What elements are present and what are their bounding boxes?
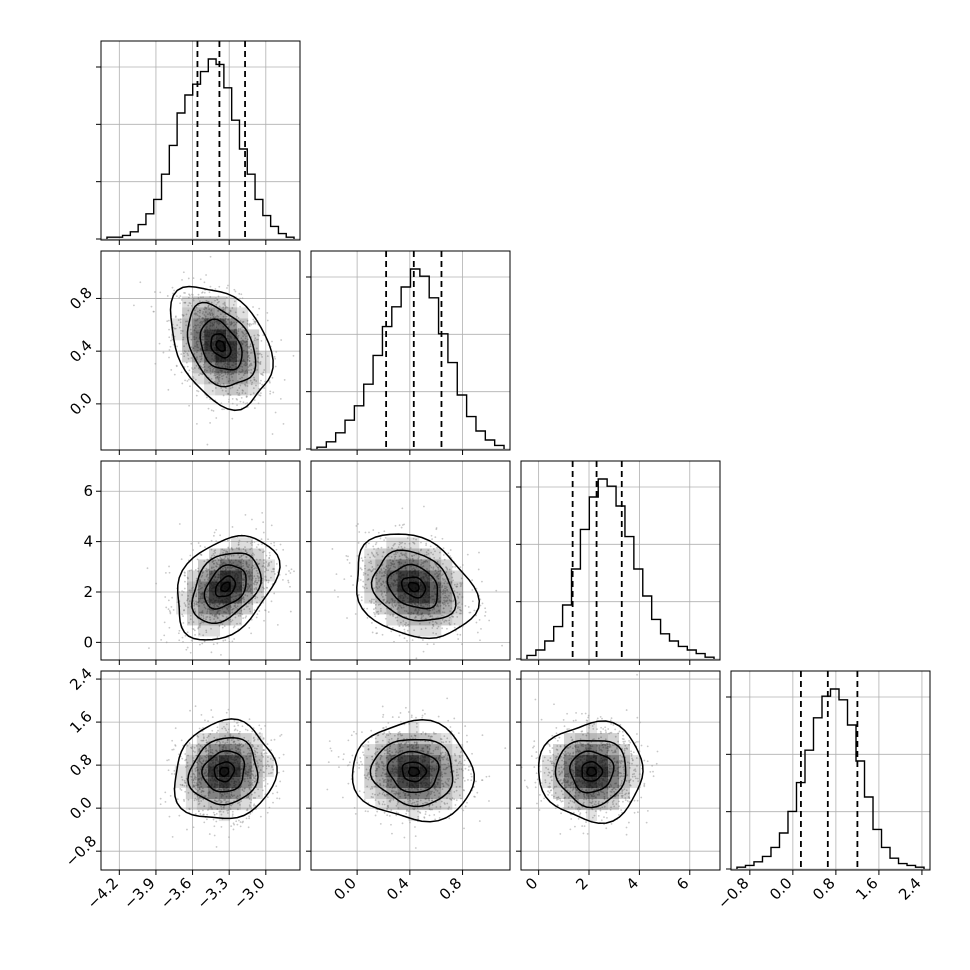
density-contour xyxy=(400,576,427,599)
y-tick-label: 0.0 xyxy=(66,793,96,823)
panel-frame xyxy=(310,670,511,871)
panel-frame xyxy=(520,460,721,661)
density-contour xyxy=(586,766,598,777)
x-tick-label: −3.9 xyxy=(120,874,158,912)
histogram-step xyxy=(736,688,925,869)
density-contour xyxy=(569,750,615,794)
density-contour xyxy=(537,720,644,824)
density-contour xyxy=(186,301,257,388)
scatter-panel-0-1 xyxy=(96,250,301,455)
density-contour xyxy=(220,581,231,593)
y-tick-label: 0.8 xyxy=(66,750,96,780)
scatter-panel-1-3 xyxy=(306,670,511,875)
panel-frame xyxy=(730,670,931,871)
scatter-panel-0-3 xyxy=(96,670,301,875)
panel-frame xyxy=(310,460,511,661)
histogram-step xyxy=(526,478,715,659)
panel-frame xyxy=(310,250,511,451)
panel-frame xyxy=(100,670,301,871)
density-contour xyxy=(201,750,246,793)
x-tick-label: −4.2 xyxy=(84,874,122,912)
y-tick-label: 0.8 xyxy=(66,284,96,314)
density-contour xyxy=(169,285,274,412)
density-contour xyxy=(199,318,243,371)
x-tick-label: 2 xyxy=(572,874,591,893)
y-tick-label: 2 xyxy=(83,583,93,601)
y-tick-label: 4 xyxy=(83,533,93,551)
x-tick-label: 0 xyxy=(522,874,541,893)
density-contour xyxy=(191,552,262,625)
density-contour xyxy=(407,581,420,593)
x-tick-label: −3.3 xyxy=(194,874,232,912)
density-contour xyxy=(215,339,226,352)
density-contour xyxy=(187,737,259,806)
density-contour xyxy=(386,563,439,610)
panel-frame xyxy=(100,460,301,661)
x-tick-label: 6 xyxy=(673,874,692,893)
scatter-panel-1-2 xyxy=(306,460,511,665)
hist-panel-2 xyxy=(516,460,721,665)
scatter-panel-2-3 xyxy=(516,670,721,875)
x-tick-label: −3.6 xyxy=(157,874,195,912)
density-contour xyxy=(370,549,457,622)
density-contour xyxy=(351,718,475,823)
x-tick-label: 2.4 xyxy=(895,874,925,904)
x-tick-label: 0.0 xyxy=(766,874,796,904)
density-contour xyxy=(210,333,232,359)
density-contour xyxy=(554,739,627,809)
density-contour xyxy=(176,534,281,641)
panel-frame xyxy=(520,670,721,871)
x-tick-label: 0.0 xyxy=(330,874,360,904)
y-tick-label: 0 xyxy=(83,633,93,651)
panels-layer xyxy=(96,40,931,875)
x-tick-label: −3.0 xyxy=(230,874,268,912)
x-tick-label: 0.8 xyxy=(436,874,466,904)
density-contour xyxy=(356,533,481,640)
y-tick-label: 2.4 xyxy=(66,664,96,694)
panel-frame xyxy=(100,40,301,241)
x-tick-label: 4 xyxy=(623,874,642,893)
density-contour xyxy=(219,766,230,777)
hist-panel-3 xyxy=(726,670,931,875)
density-contour xyxy=(214,575,237,598)
hist-panel-1 xyxy=(306,250,511,455)
density-contour xyxy=(369,738,454,808)
histogram-step xyxy=(106,58,295,239)
x-tick-label: 0.8 xyxy=(809,874,839,904)
x-tick-label: 0.4 xyxy=(383,874,413,904)
scatter-panel-0-2 xyxy=(96,460,301,665)
y-tick-label: 0.4 xyxy=(66,336,96,366)
histogram-step xyxy=(316,268,505,449)
density-grid xyxy=(171,296,271,396)
x-tick-label: −0.8 xyxy=(714,874,752,912)
panel-frame xyxy=(100,250,301,451)
density-contour xyxy=(173,718,278,820)
hist-panel-0 xyxy=(96,40,301,245)
density-contour xyxy=(203,564,247,610)
y-tick-label: 0.0 xyxy=(66,389,96,419)
density-contour xyxy=(213,761,236,783)
density-contour xyxy=(386,750,440,794)
y-tick-label: 6 xyxy=(83,482,93,500)
y-tick-label: 1.6 xyxy=(66,707,96,737)
density-contour xyxy=(407,766,421,777)
density-contour xyxy=(581,760,604,782)
x-tick-label: 1.6 xyxy=(852,874,882,904)
density-contour xyxy=(401,761,428,783)
y-tick-label: −0.8 xyxy=(62,832,100,870)
